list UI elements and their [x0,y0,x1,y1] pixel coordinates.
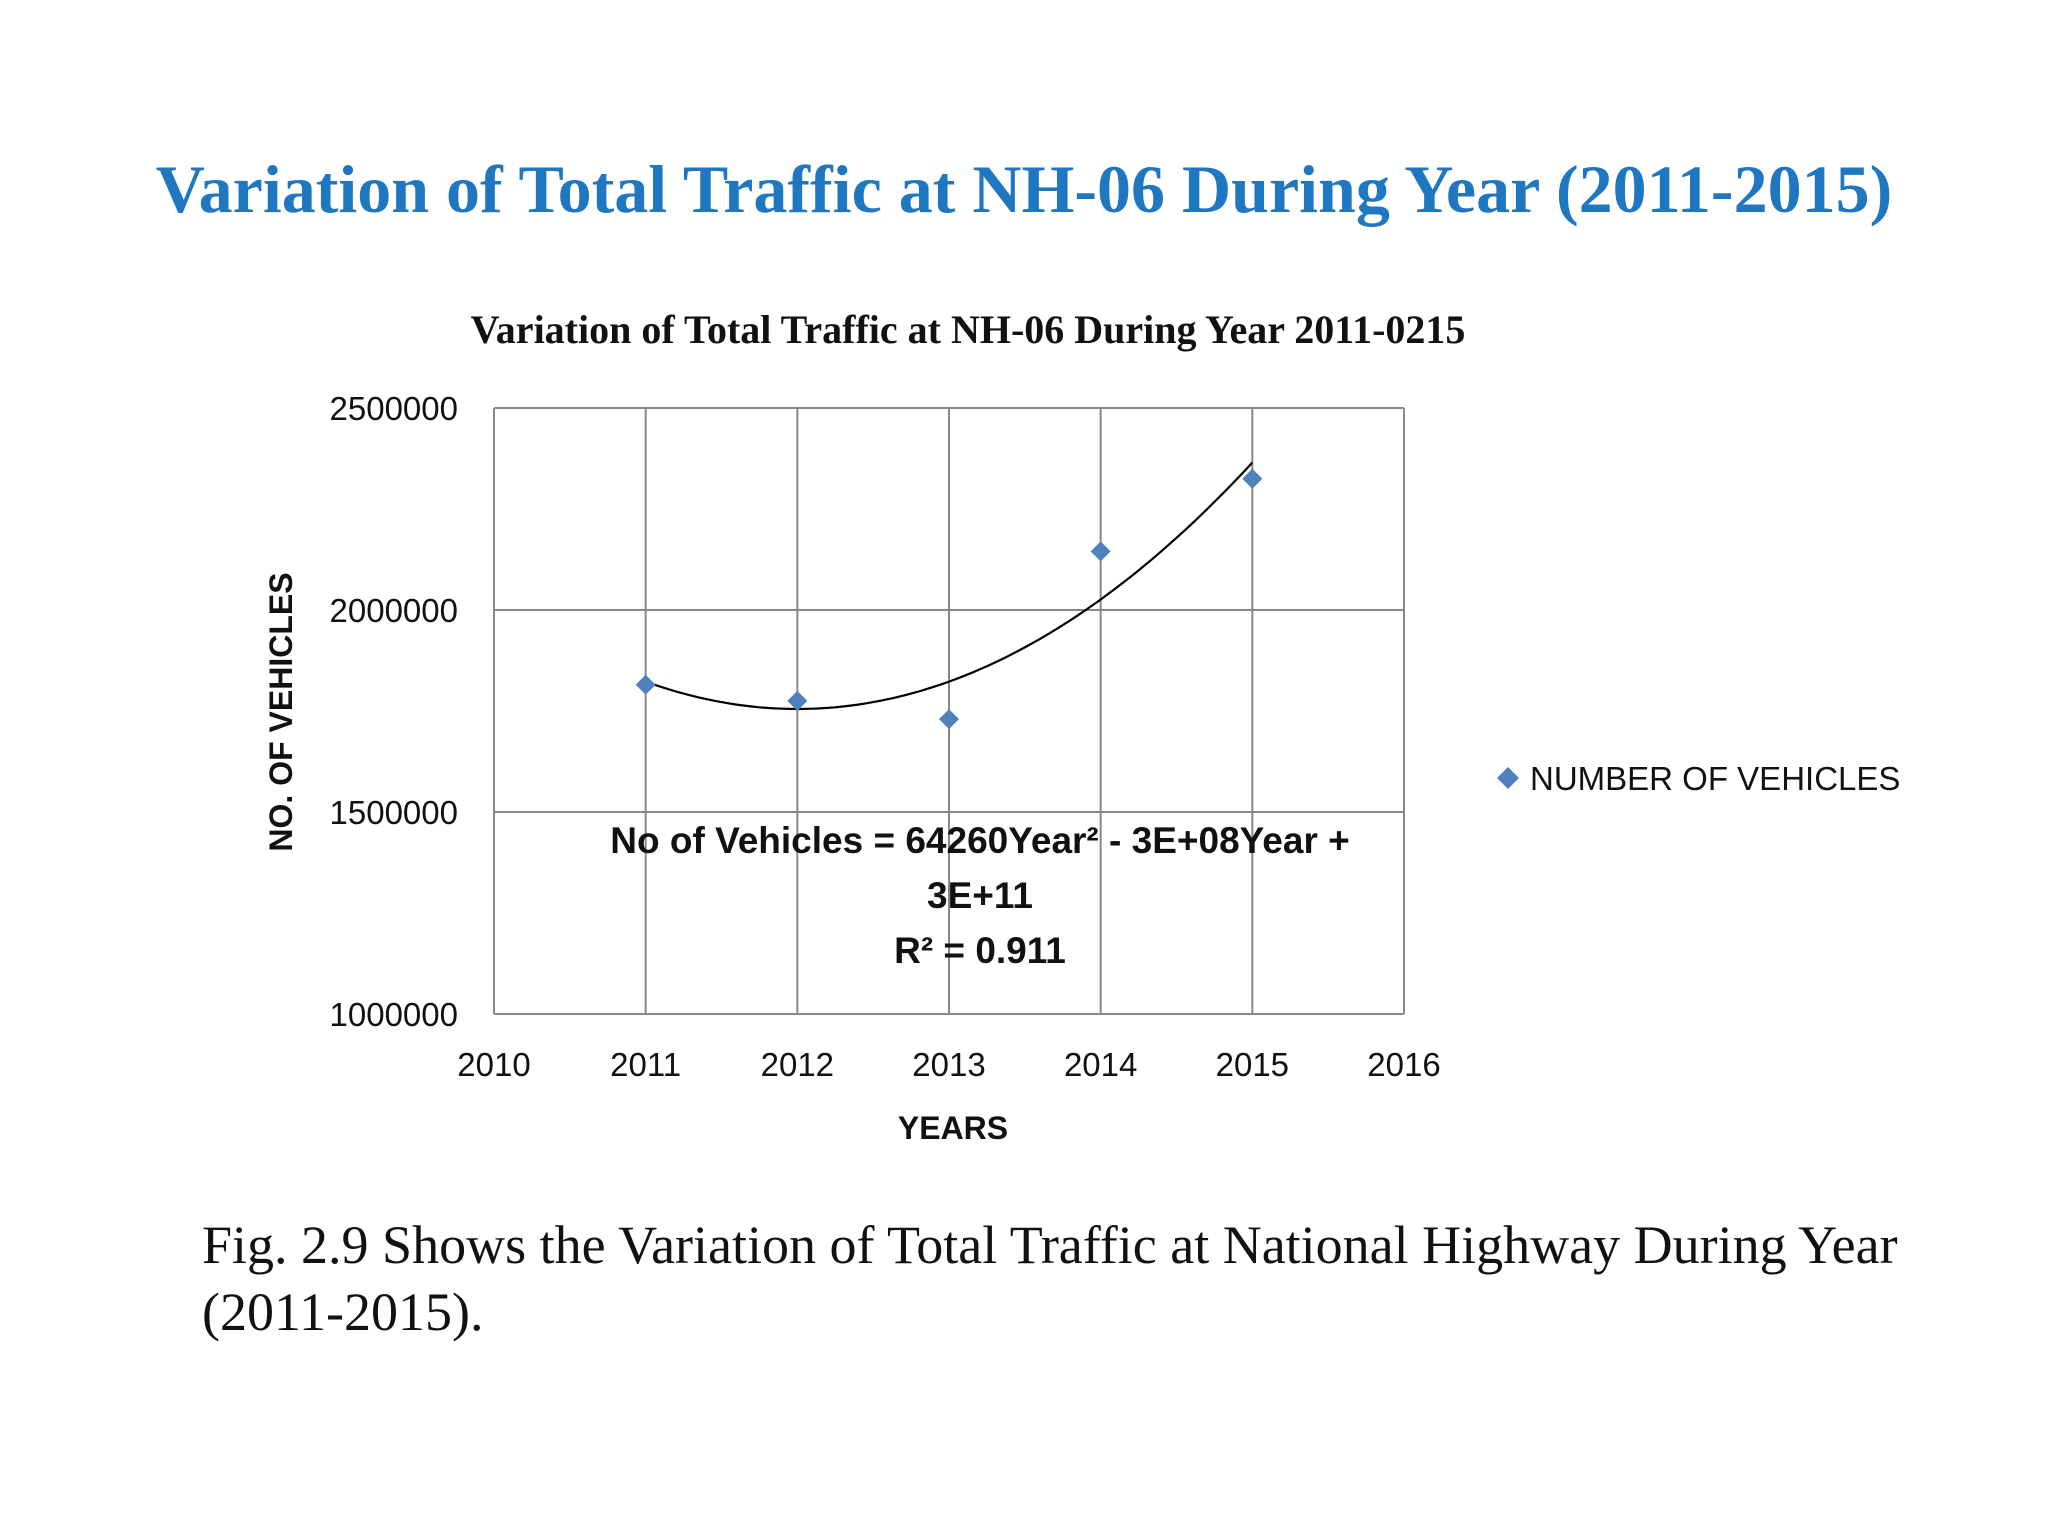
trendline-group [645,461,1254,711]
x-tick-label: 2012 [761,1046,834,1083]
data-point [635,674,656,695]
y-tick-label: 1500000 [330,794,458,831]
y-axis-label: NO. OF VEHICLES [263,572,299,851]
r-squared-label: R² = 0.911 [894,930,1066,971]
x-tick-label: 2014 [1064,1046,1137,1083]
x-tick-label: 2015 [1216,1046,1289,1083]
x-axis-label: YEARS [898,1110,1008,1146]
data-point [787,690,808,711]
data-point [939,709,959,730]
trendline-equation-line1: No of Vehicles = 64260Year² - 3E+08Year … [610,820,1349,861]
figure-caption: Fig. 2.9 Shows the Variation of Total Tr… [202,1215,1898,1342]
chart-gridlines [493,407,1405,1015]
chart-legend: NUMBER OF VEHICLES [1497,760,1900,797]
data-points [635,468,1263,730]
x-tick-label: 2010 [457,1046,530,1083]
y-tick-label: 2500000 [330,390,458,427]
legend-label: NUMBER OF VEHICLES [1530,760,1900,797]
x-tick-label: 2013 [912,1046,985,1083]
chart-axes: 2010 2011 2012 2013 2014 2015 2016 1000000 15000… [330,390,1441,1083]
trendline-equation: No of Vehicles = 64260Year² - 3E+08Year … [610,820,1349,971]
x-tick-label: 2011 [610,1046,681,1083]
data-point [1242,468,1263,489]
y-tick-label: 2000000 [330,592,458,629]
data-point [1090,541,1111,562]
trendline [645,461,1254,711]
x-tick-label: 2016 [1367,1046,1440,1083]
chart-title: Variation of Total Traffic at NH-06 Duri… [471,307,1466,352]
legend-diamond-marker [1497,767,1519,789]
slide-title: Variation of Total Traffic at NH-06 Duri… [155,151,1893,227]
trendline-equation-line2: 3E+11 [927,875,1033,916]
y-tick-label: 1000000 [330,996,458,1033]
